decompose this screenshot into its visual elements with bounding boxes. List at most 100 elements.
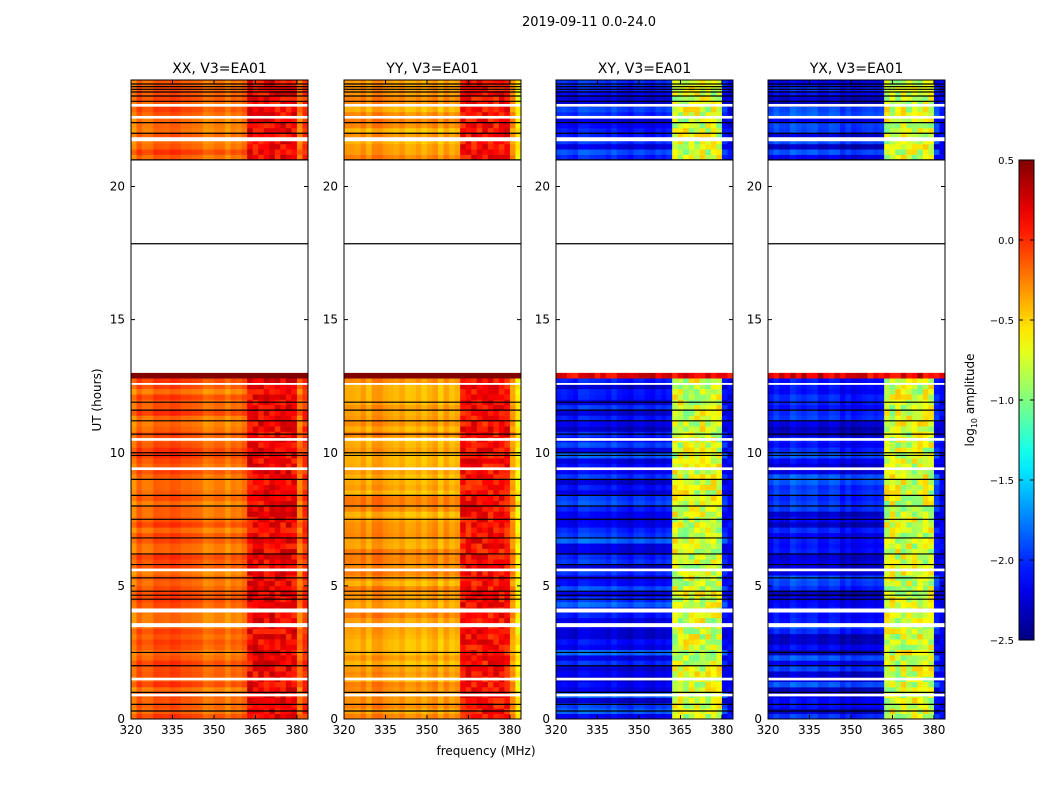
heatmap-cell <box>383 698 389 704</box>
heatmap-cell <box>208 602 214 608</box>
heatmap-cell <box>388 714 394 720</box>
heatmap-cell <box>504 527 510 533</box>
heatmap-cell <box>438 543 444 549</box>
heatmap-cell <box>214 682 220 688</box>
heatmap-cell <box>427 511 433 517</box>
heatmap-cell <box>247 682 253 688</box>
heatmap-cell <box>444 591 450 597</box>
heatmap-cell <box>510 644 516 650</box>
heatmap-cell <box>344 479 350 485</box>
heatmap-cell <box>460 421 466 427</box>
heatmap-cell <box>460 522 466 528</box>
heatmap-cell <box>460 373 466 379</box>
heatmap-cell <box>264 421 270 427</box>
heatmap-cell <box>488 410 494 416</box>
heatmap-cell <box>275 495 281 501</box>
heatmap-cell <box>291 495 297 501</box>
heatmap-cell <box>242 698 248 704</box>
heatmap-cell <box>383 149 389 155</box>
heatmap-cell <box>214 591 220 597</box>
heatmap-cell <box>433 421 439 427</box>
heatmap-cell <box>137 634 143 640</box>
heatmap-cell <box>164 410 170 416</box>
heatmap-cell <box>159 373 165 379</box>
heatmap-cell <box>253 144 259 150</box>
heatmap-cell <box>231 671 237 677</box>
heatmap-cell <box>197 554 203 560</box>
heatmap-cell <box>175 123 181 129</box>
heatmap-cell <box>170 394 176 400</box>
heatmap-cell <box>291 618 297 624</box>
heatmap-cell <box>510 410 516 416</box>
heatmap-cell <box>504 522 510 528</box>
heatmap-cell <box>471 714 477 720</box>
heatmap-cell <box>286 538 292 544</box>
heatmap-cell <box>444 149 450 155</box>
heatmap-cell <box>471 149 477 155</box>
heatmap-cell <box>159 485 165 491</box>
heatmap-cell <box>355 485 361 491</box>
heatmap-cell <box>399 378 405 384</box>
heatmap-cell <box>410 149 416 155</box>
heatmap-cell <box>350 442 356 448</box>
heatmap-cell <box>455 410 461 416</box>
heatmap-cell <box>355 527 361 533</box>
heatmap-cell <box>410 373 416 379</box>
heatmap-cell <box>344 394 350 400</box>
heatmap-cell <box>444 421 450 427</box>
heatmap-cell <box>510 485 516 491</box>
heatmap-cell <box>231 628 237 634</box>
heatmap-cell <box>164 714 170 720</box>
heatmap-cell <box>449 394 455 400</box>
heatmap-cell <box>247 389 253 395</box>
heatmap-cell <box>286 144 292 150</box>
heatmap-cell <box>258 479 264 485</box>
heatmap-cell <box>225 511 231 517</box>
heatmap-cell <box>236 671 242 677</box>
heatmap-cell <box>175 485 181 491</box>
heatmap-cell <box>148 107 154 113</box>
heatmap-cell <box>214 618 220 624</box>
heatmap-cell <box>344 628 350 634</box>
heatmap-cell <box>208 479 214 485</box>
heatmap-cell <box>366 378 372 384</box>
heatmap-cell <box>170 538 176 544</box>
heatmap-cell <box>291 378 297 384</box>
heatmap-cell <box>214 581 220 587</box>
heatmap-cell <box>471 421 477 427</box>
heatmap-cell <box>286 613 292 619</box>
heatmap-cell <box>477 543 483 549</box>
heatmap-cell <box>291 144 297 150</box>
heatmap-cell <box>421 144 427 150</box>
heatmap-cell <box>405 554 411 560</box>
heatmap-cell <box>153 378 159 384</box>
heatmap-cell <box>253 522 259 528</box>
heatmap-cell <box>416 394 422 400</box>
heatmap-cell <box>499 698 505 704</box>
heatmap-cell <box>302 511 308 517</box>
heatmap-cell <box>203 144 209 150</box>
heatmap-cell <box>247 666 253 672</box>
heatmap-cell <box>286 581 292 587</box>
heatmap-cell <box>197 698 203 704</box>
heatmap-cell <box>449 538 455 544</box>
heatmap-cell <box>302 495 308 501</box>
heatmap-cell <box>159 714 165 720</box>
heatmap-cell <box>399 522 405 528</box>
heatmap-cell <box>247 618 253 624</box>
heatmap-cell <box>466 394 472 400</box>
heatmap-cell <box>504 655 510 661</box>
heatmap-cell <box>208 495 214 501</box>
heatmap-cell <box>488 458 494 464</box>
heatmap-cell <box>197 714 203 720</box>
heatmap-cell <box>220 426 226 432</box>
heatmap-cell <box>192 373 198 379</box>
heatmap-cell <box>471 389 477 395</box>
heatmap-cell <box>203 554 209 560</box>
heatmap-cell <box>302 602 308 608</box>
heatmap-cell <box>148 426 154 432</box>
heatmap-cell <box>137 581 143 587</box>
heatmap-cell <box>399 671 405 677</box>
heatmap-cell <box>142 410 148 416</box>
heatmap-cell <box>377 538 383 544</box>
